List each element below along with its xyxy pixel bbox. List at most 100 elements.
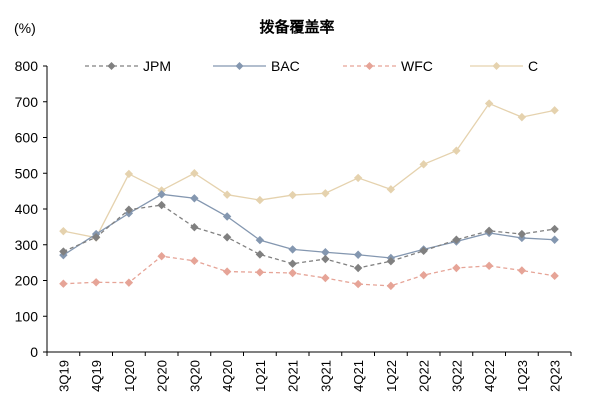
data-point-bac	[288, 245, 297, 254]
data-point-c	[452, 146, 461, 155]
data-point-wfc	[59, 279, 68, 288]
data-point-wfc	[452, 263, 461, 273]
legend-marker	[365, 62, 374, 70]
data-point-jpm	[452, 235, 461, 244]
data-point-c	[353, 173, 363, 183]
data-point-jpm	[484, 226, 494, 236]
data-point-wfc	[288, 268, 297, 278]
legend-item-c: C	[470, 58, 538, 74]
x-tick-label: 2Q23	[548, 360, 563, 392]
y-tick-label: 400	[15, 201, 39, 217]
data-point-jpm	[321, 254, 330, 264]
data-point-bac	[255, 235, 265, 245]
data-point-c	[59, 226, 68, 236]
x-tick-label: 3Q22	[449, 360, 464, 392]
legend-marker	[492, 62, 501, 70]
data-point-wfc	[255, 268, 265, 277]
data-point-wfc	[157, 251, 166, 261]
x-tick-label: 1Q21	[253, 360, 268, 392]
data-point-wfc	[550, 271, 559, 281]
x-tick-label: 2Q22	[417, 360, 432, 392]
data-point-c	[288, 190, 297, 200]
series-line-bac	[63, 193, 555, 259]
data-point-jpm	[353, 263, 363, 273]
x-tick-label: 1Q20	[122, 360, 137, 392]
data-point-bac	[321, 248, 330, 257]
legend-label: WFC	[401, 58, 433, 74]
data-point-bac	[222, 212, 232, 221]
data-point-jpm	[419, 246, 428, 256]
data-point-jpm	[59, 247, 68, 256]
series-line-jpm	[63, 204, 555, 269]
data-point-c	[386, 185, 396, 194]
data-point-jpm	[517, 229, 527, 239]
series-line-wfc	[63, 255, 555, 287]
y-tick-label: 500	[15, 165, 39, 181]
series-line-c	[63, 102, 555, 239]
y-tick-label: 0	[30, 344, 38, 360]
y-tick-label: 100	[15, 308, 39, 324]
x-tick-label: 3Q20	[187, 360, 202, 392]
data-point-c	[255, 195, 265, 205]
y-tick-label: 700	[15, 94, 39, 110]
data-point-jpm	[386, 256, 396, 266]
legend-marker	[235, 62, 244, 70]
data-point-jpm	[91, 233, 101, 242]
chart-title: 拨备覆盖率	[259, 18, 334, 36]
data-point-wfc	[353, 279, 363, 289]
data-point-jpm	[222, 233, 232, 242]
data-point-wfc	[124, 278, 134, 287]
x-tick-label: 1Q23	[515, 360, 530, 392]
data-point-bac	[190, 194, 199, 203]
legend-item-bac: BAC	[213, 58, 300, 74]
data-point-c	[550, 106, 559, 115]
y-axis-unit: (%)	[14, 20, 36, 36]
legend-label: C	[528, 58, 538, 74]
legend-item-wfc: WFC	[343, 58, 433, 74]
data-point-wfc	[91, 278, 101, 287]
series-layer	[59, 99, 559, 291]
x-tick-label: 4Q19	[89, 360, 104, 392]
data-point-c	[419, 160, 428, 169]
legend: JPM BAC WFC C	[85, 58, 538, 74]
data-point-c	[517, 112, 527, 122]
data-point-wfc	[517, 266, 527, 275]
axes: 0 100 200 300 400 500 600 700 800 3Q19 4Q19 1Q20 2Q2…	[15, 58, 572, 392]
x-tick-label: 2Q21	[286, 360, 301, 392]
data-point-wfc	[419, 270, 428, 280]
series-jpm	[59, 200, 559, 273]
y-tick-label: 200	[15, 273, 39, 289]
y-tick-label: 800	[15, 58, 39, 74]
data-point-bac	[550, 235, 559, 244]
x-tick-label: 3Q21	[318, 360, 333, 392]
legend-label: JPM	[143, 58, 171, 74]
x-tick-label: 1Q22	[384, 360, 399, 392]
data-point-jpm	[255, 250, 265, 259]
y-tick-label: 300	[15, 237, 39, 253]
data-point-wfc	[386, 281, 396, 291]
data-point-jpm	[288, 259, 297, 268]
series-bac	[59, 190, 559, 263]
legend-label: BAC	[271, 58, 300, 74]
data-point-bac	[157, 190, 166, 199]
data-point-wfc	[484, 261, 494, 271]
data-point-wfc	[321, 273, 330, 283]
data-point-c	[321, 189, 330, 198]
x-tick-label: 4Q20	[220, 360, 235, 392]
x-tick-label: 4Q21	[351, 360, 366, 392]
y-tick-label: 600	[15, 130, 39, 146]
data-point-c	[190, 169, 199, 178]
data-point-jpm	[157, 200, 166, 210]
x-tick-label: 4Q22	[482, 360, 497, 392]
legend-item-jpm: JPM	[85, 58, 171, 74]
legend-marker	[107, 62, 116, 70]
series-c	[59, 99, 559, 242]
data-point-wfc	[222, 267, 232, 276]
data-point-wfc	[190, 256, 199, 266]
x-tick-label: 3Q19	[56, 360, 71, 392]
data-point-c	[222, 190, 232, 199]
data-point-jpm	[124, 205, 134, 214]
data-point-c	[124, 169, 134, 179]
